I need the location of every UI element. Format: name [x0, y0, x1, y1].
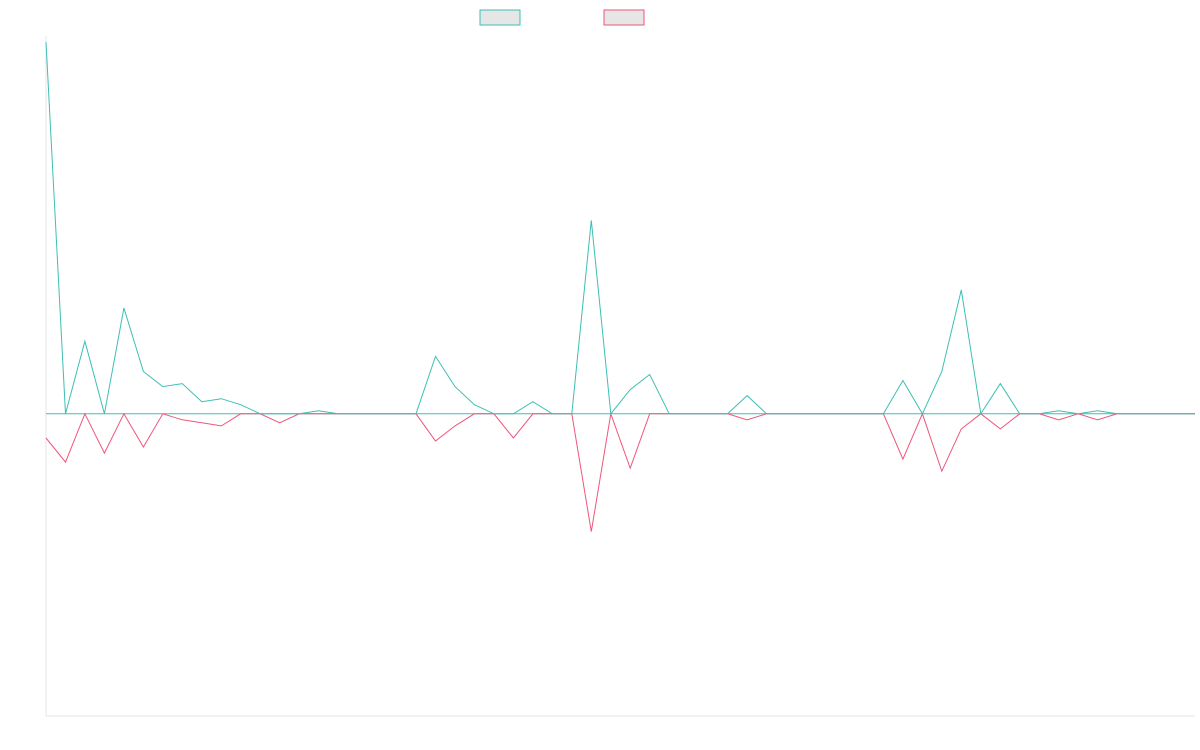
series-line-2: [45, 411, 1195, 532]
series-line-1: [45, 41, 1195, 416]
legend-swatch-series-2[interactable]: [603, 9, 645, 26]
plot-area: [45, 41, 1195, 532]
legend: [479, 9, 645, 26]
legend-swatch-series-1[interactable]: [479, 9, 521, 26]
